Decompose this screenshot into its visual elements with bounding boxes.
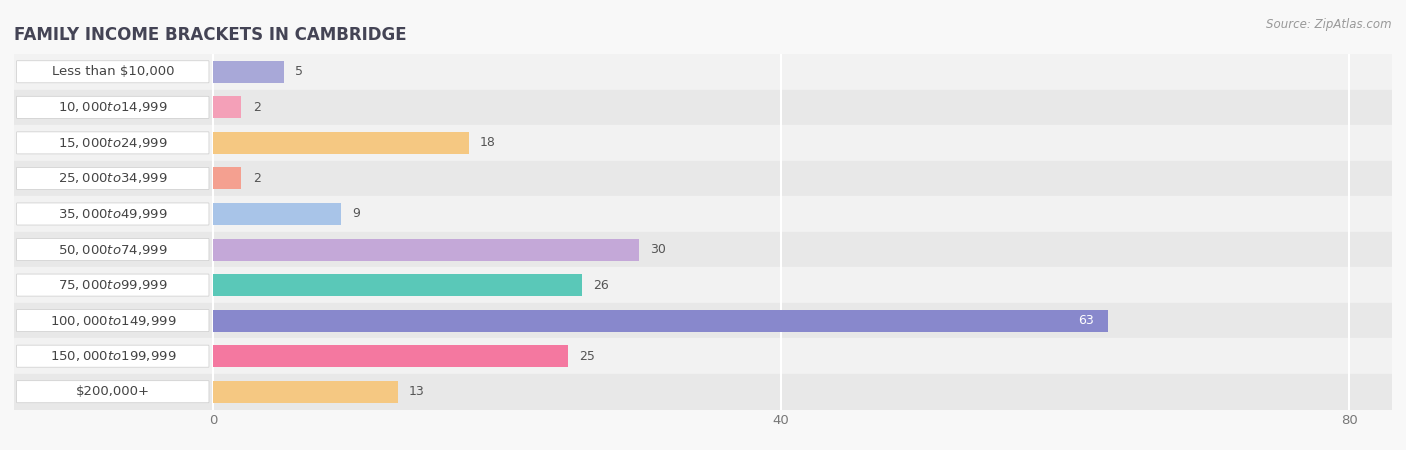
Bar — [14, 196, 1392, 232]
Text: 18: 18 — [479, 136, 496, 149]
Bar — [212, 132, 468, 154]
Bar — [14, 232, 1392, 267]
FancyBboxPatch shape — [17, 132, 209, 154]
FancyBboxPatch shape — [17, 274, 209, 296]
Text: $150,000 to $199,999: $150,000 to $199,999 — [49, 349, 176, 363]
Text: 2: 2 — [253, 172, 260, 185]
Bar — [212, 167, 242, 189]
FancyBboxPatch shape — [17, 310, 209, 332]
Text: 2: 2 — [253, 101, 260, 114]
Text: $35,000 to $49,999: $35,000 to $49,999 — [58, 207, 167, 221]
Bar — [14, 90, 1392, 125]
Bar — [212, 274, 582, 296]
Text: 63: 63 — [1078, 314, 1094, 327]
Bar — [14, 267, 1392, 303]
FancyBboxPatch shape — [17, 167, 209, 189]
Bar — [14, 161, 1392, 196]
Text: 9: 9 — [352, 207, 360, 220]
Text: Source: ZipAtlas.com: Source: ZipAtlas.com — [1267, 18, 1392, 31]
Text: $50,000 to $74,999: $50,000 to $74,999 — [58, 243, 167, 256]
Bar — [14, 338, 1392, 374]
FancyBboxPatch shape — [17, 96, 209, 118]
FancyBboxPatch shape — [17, 381, 209, 403]
Bar — [14, 54, 1392, 90]
Text: 13: 13 — [409, 385, 425, 398]
Text: FAMILY INCOME BRACKETS IN CAMBRIDGE: FAMILY INCOME BRACKETS IN CAMBRIDGE — [14, 26, 406, 44]
Bar — [212, 345, 568, 367]
Bar — [14, 303, 1392, 338]
Bar — [212, 238, 640, 261]
FancyBboxPatch shape — [17, 345, 209, 367]
FancyBboxPatch shape — [17, 238, 209, 261]
Text: $75,000 to $99,999: $75,000 to $99,999 — [58, 278, 167, 292]
Text: $15,000 to $24,999: $15,000 to $24,999 — [58, 136, 167, 150]
Text: 25: 25 — [579, 350, 595, 363]
Text: 26: 26 — [593, 279, 609, 292]
Bar — [212, 96, 242, 118]
Bar — [212, 61, 284, 83]
Bar — [212, 203, 340, 225]
Text: 30: 30 — [651, 243, 666, 256]
Bar — [212, 310, 1108, 332]
Bar — [212, 381, 398, 403]
Text: Less than $10,000: Less than $10,000 — [52, 65, 174, 78]
Text: $200,000+: $200,000+ — [76, 385, 150, 398]
Text: $25,000 to $34,999: $25,000 to $34,999 — [58, 171, 167, 185]
Bar — [14, 125, 1392, 161]
Bar — [14, 374, 1392, 410]
Text: $100,000 to $149,999: $100,000 to $149,999 — [49, 314, 176, 328]
Text: $10,000 to $14,999: $10,000 to $14,999 — [58, 100, 167, 114]
FancyBboxPatch shape — [17, 203, 209, 225]
Text: 5: 5 — [295, 65, 304, 78]
FancyBboxPatch shape — [17, 61, 209, 83]
